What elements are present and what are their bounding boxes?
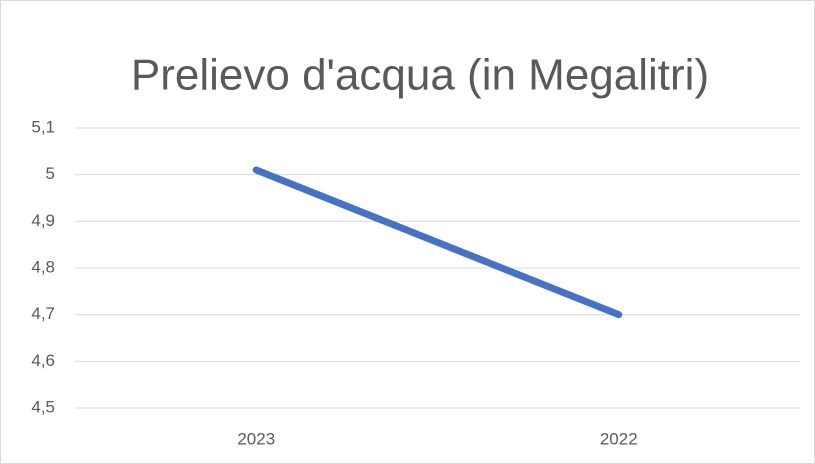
- y-tick-label: 4,8: [31, 257, 55, 276]
- y-tick-label: 5,1: [31, 117, 55, 136]
- line-series: [252, 166, 623, 319]
- y-tick-label: 5: [46, 164, 55, 183]
- y-tick-label: 4,7: [31, 304, 55, 323]
- x-tick-label: 2022: [600, 429, 638, 448]
- x-tick-label: 2023: [237, 429, 275, 448]
- y-tick-label: 4,5: [31, 397, 55, 416]
- chart-title: Prelievo d'acqua (in Megalitri): [131, 51, 709, 100]
- y-tick-label: 4,6: [31, 351, 55, 370]
- y-tick-label: 4,9: [31, 211, 55, 230]
